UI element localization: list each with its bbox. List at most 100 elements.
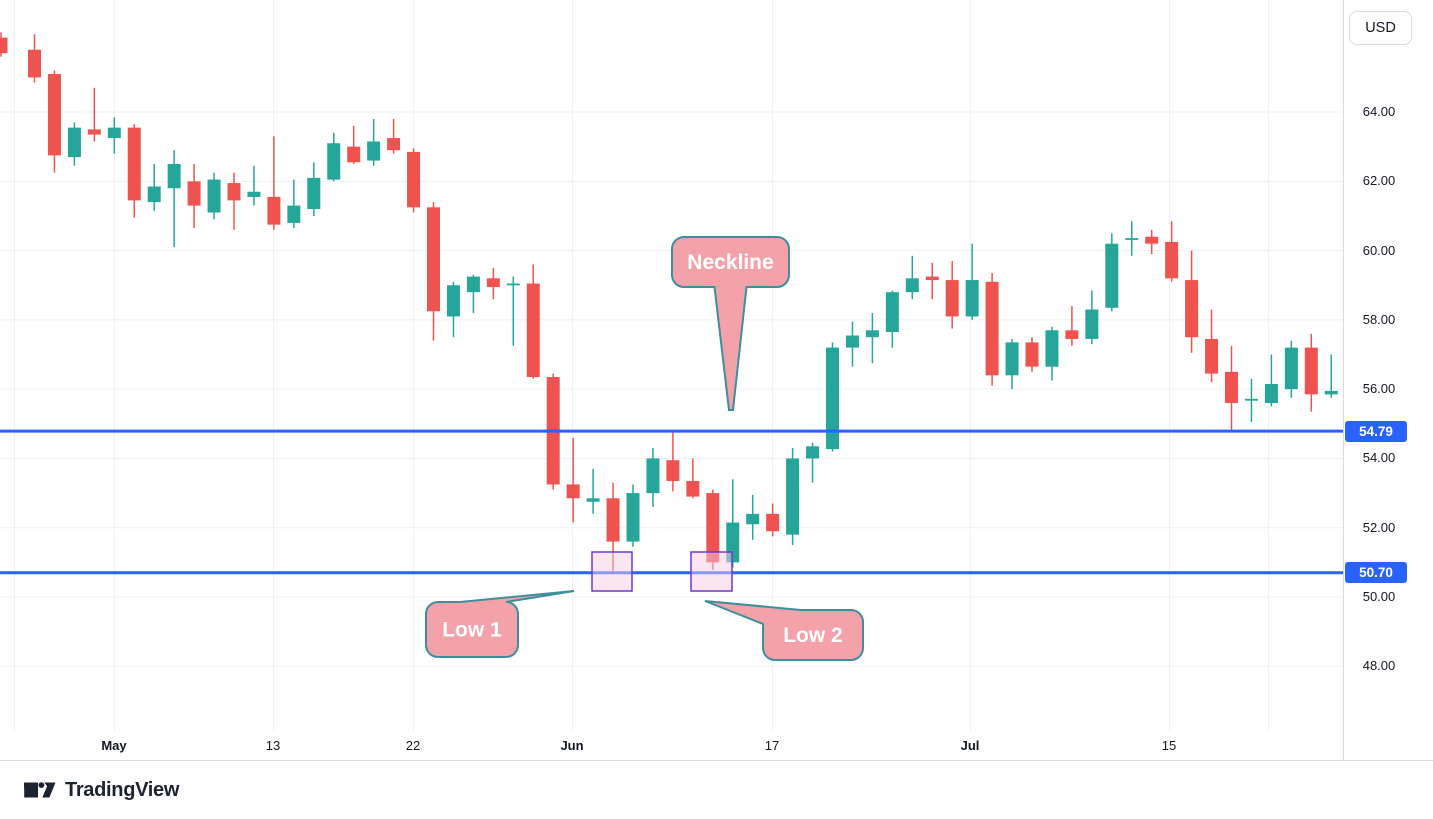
candle-body-down[interactable] xyxy=(28,49,41,78)
candle-body-down[interactable] xyxy=(486,278,500,287)
price-tick-label: 64.00 xyxy=(1362,104,1396,120)
price-level-badge: 54.79 xyxy=(1345,420,1407,442)
candle-body-down[interactable] xyxy=(407,151,421,208)
candle-body-up[interactable] xyxy=(826,347,839,450)
candle-body-down[interactable] xyxy=(766,513,780,532)
candle-body-up[interactable] xyxy=(865,330,879,338)
candle-body-up[interactable] xyxy=(307,177,321,210)
price-tick-label: 56.00 xyxy=(1362,381,1396,397)
candle-body-down[interactable] xyxy=(985,281,999,376)
candle-body-down[interactable] xyxy=(1185,280,1199,338)
callout-balloon[interactable] xyxy=(671,236,790,411)
candle-body-down[interactable] xyxy=(566,484,580,499)
candle-body-up[interactable] xyxy=(586,498,600,502)
candle-body-down[interactable] xyxy=(1304,347,1318,395)
candle-body-down[interactable] xyxy=(606,498,620,542)
callout-label: Low 1 xyxy=(442,619,502,642)
candle-body-down[interactable] xyxy=(1065,330,1079,339)
price-level-badge: 50.70 xyxy=(1345,562,1407,584)
candle-body-down[interactable] xyxy=(47,73,61,156)
candle-body-down[interactable] xyxy=(387,138,401,151)
candle-body-up[interactable] xyxy=(806,446,820,459)
candle-body-up[interactable] xyxy=(287,205,301,223)
time-tick-label: Jul xyxy=(960,738,980,753)
candle-body-up[interactable] xyxy=(626,493,640,542)
candle-body-up[interactable] xyxy=(247,191,261,197)
candle-body-up[interactable] xyxy=(646,458,660,494)
candle-body-up[interactable] xyxy=(1005,342,1019,376)
candle-body-down[interactable] xyxy=(1165,241,1179,279)
candle-body-up[interactable] xyxy=(1284,347,1298,390)
callout-balloon[interactable] xyxy=(425,590,575,658)
candle-body-down[interactable] xyxy=(1145,236,1159,244)
candle-body-up[interactable] xyxy=(786,458,800,535)
price-axis[interactable]: USD 64.00 62.00 60.00 58.00 56.00 54.00 52.00 5… xyxy=(1343,0,1433,761)
time-axis[interactable]: May 13 22 Jun 17 Jul 15 xyxy=(0,731,1343,760)
price-tick-label: 62.00 xyxy=(1362,173,1396,189)
candle-body-down[interactable] xyxy=(87,129,101,135)
candle-body-up[interactable] xyxy=(207,179,221,213)
footer: TradingView xyxy=(0,761,1433,819)
candle-body-down[interactable] xyxy=(0,37,8,54)
tradingview-logo[interactable]: TradingView xyxy=(24,779,179,802)
candle-body-up[interactable] xyxy=(1264,383,1278,404)
price-tick-label: 54.00 xyxy=(1362,450,1396,466)
price-tick-label: 60.00 xyxy=(1362,242,1396,258)
candle-body-down[interactable] xyxy=(227,183,241,201)
time-tick-label: 15 xyxy=(1161,738,1177,753)
price-tick-label: 48.00 xyxy=(1362,658,1396,674)
candle-body-down[interactable] xyxy=(1225,371,1238,404)
candle-body-down[interactable] xyxy=(686,480,700,497)
candle-body-down[interactable] xyxy=(1205,338,1219,374)
currency-button[interactable]: USD xyxy=(1349,11,1412,45)
candle-body-up[interactable] xyxy=(965,280,979,317)
candle-body-up[interactable] xyxy=(466,276,480,293)
time-tick-label: Jun xyxy=(560,738,584,753)
candle-body-down[interactable] xyxy=(706,493,720,563)
candle-body-up[interactable] xyxy=(167,164,181,189)
candle-body-up[interactable] xyxy=(367,141,381,161)
candle-body-down[interactable] xyxy=(666,460,680,481)
candle-body-up[interactable] xyxy=(327,143,341,180)
candle-body-up[interactable] xyxy=(905,278,919,293)
candlestick-chart[interactable]: Neckline Low 1 Low 2 xyxy=(0,0,1343,731)
candle-body-up[interactable] xyxy=(67,127,81,158)
candle-body-down[interactable] xyxy=(187,181,201,206)
time-tick-label: 22 xyxy=(405,738,421,753)
candle-body-down[interactable] xyxy=(925,276,939,281)
candle-body-up[interactable] xyxy=(1125,238,1139,240)
low-highlight-box[interactable] xyxy=(690,551,733,592)
tradingview-logo-text: TradingView xyxy=(65,779,180,801)
candle-body-down[interactable] xyxy=(347,146,361,163)
candle-body-up[interactable] xyxy=(1085,309,1099,339)
candle-body-up[interactable] xyxy=(1045,330,1059,367)
candle-body-up[interactable] xyxy=(506,283,520,286)
price-tick-label: 58.00 xyxy=(1362,311,1396,327)
candle-body-up[interactable] xyxy=(1244,398,1258,401)
price-tick-label: 52.00 xyxy=(1362,519,1396,535)
candle-body-up[interactable] xyxy=(147,186,161,203)
candle-body-up[interactable] xyxy=(746,513,760,525)
callout-label: Neckline xyxy=(687,251,773,274)
candle-body-down[interactable] xyxy=(1025,342,1039,367)
candle-body-down[interactable] xyxy=(526,283,540,378)
low-highlight-box[interactable] xyxy=(591,551,633,592)
candle-body-up[interactable] xyxy=(1324,390,1338,395)
candle-body-down[interactable] xyxy=(267,196,281,225)
callout-balloon[interactable] xyxy=(704,600,864,661)
candle-body-up[interactable] xyxy=(1105,243,1119,308)
candle-body-down[interactable] xyxy=(427,207,440,312)
candle-body-up[interactable] xyxy=(446,285,460,317)
candle-body-up[interactable] xyxy=(845,335,859,348)
callout-label: Low 2 xyxy=(783,624,843,647)
time-tick-label: 13 xyxy=(265,738,281,753)
price-pane[interactable]: Neckline Low 1 Low 2 xyxy=(0,0,1343,731)
axis-divider xyxy=(0,760,1433,761)
candle-body-up[interactable] xyxy=(885,292,899,333)
candle-body-up[interactable] xyxy=(107,127,121,139)
candle-body-down[interactable] xyxy=(945,280,959,317)
candle-body-down[interactable] xyxy=(127,127,141,201)
tradingview-logo-icon xyxy=(24,782,56,798)
time-tick-label: 17 xyxy=(764,738,780,753)
